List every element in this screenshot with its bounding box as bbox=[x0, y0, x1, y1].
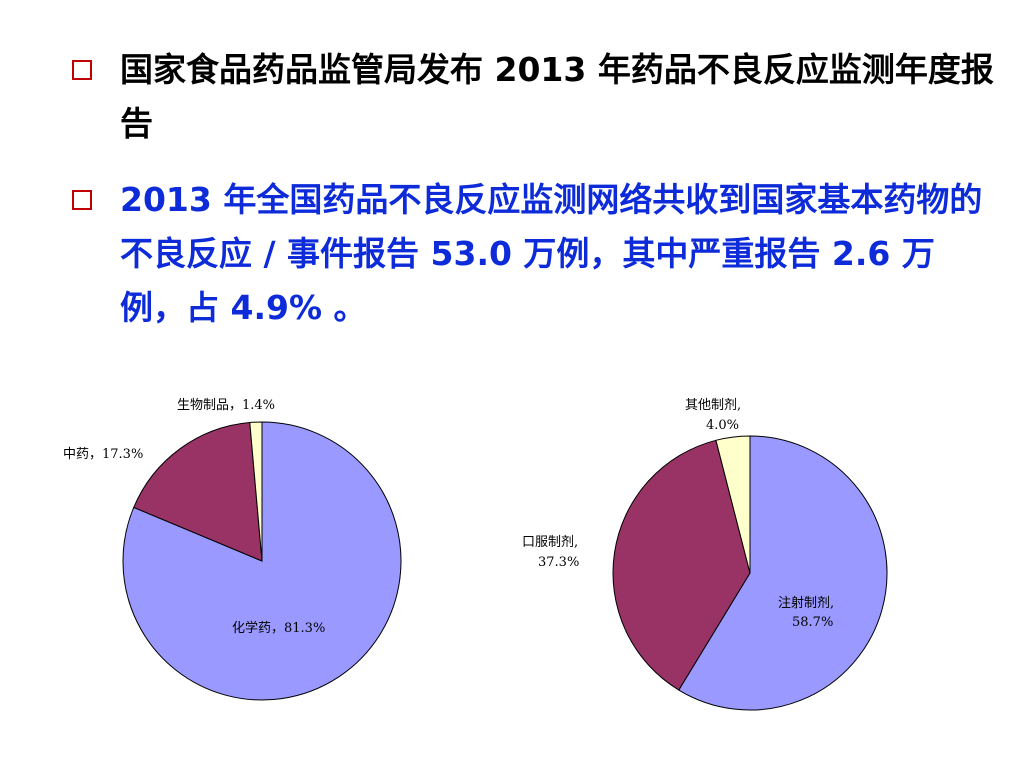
pie2-label-injection-name: 注射制剂, bbox=[778, 595, 834, 611]
pie2-label-oral-value: 37.3% bbox=[538, 555, 579, 570]
bullet-text-2: 2013 年全国药品不良反应监测网络共收到国家基本药物的不良反应 / 事件报告 … bbox=[120, 180, 983, 327]
bullet-text-1: 国家食品药品监管局发布 2013 年药品不良反应监测年度报告 bbox=[120, 50, 994, 143]
pie2-label-other-value: 4.0% bbox=[706, 418, 739, 433]
pie1-slice-biological bbox=[249, 421, 263, 562]
pie2-slice-other bbox=[715, 435, 751, 574]
pie1-slice-tcm bbox=[133, 421, 263, 562]
pie1-label-biological: 生物制品，1.4% bbox=[177, 398, 275, 413]
pie1-label-chemical: 化学药，81.3% bbox=[232, 620, 325, 636]
pie2-slice-injection bbox=[678, 435, 888, 711]
pie-chart-drug-category: 化学药，81.3% 中药，17.3% 生物制品，1.4% bbox=[63, 398, 402, 701]
pie2-label-oral-name: 口服制剂, bbox=[522, 535, 578, 550]
bullet-square-icon bbox=[72, 190, 92, 210]
pie1-label-tcm: 中药，17.3% bbox=[63, 447, 143, 462]
bullet-square-icon bbox=[72, 60, 92, 80]
pie2-slice-oral bbox=[612, 439, 751, 691]
pie2-label-other-name: 其他制剂, bbox=[685, 398, 741, 413]
pie-chart-dosage-form: 注射制剂, 58.7% 口服制剂, 37.3% 其他制剂, 4.0% bbox=[522, 398, 888, 711]
pie2-label-injection-value: 58.7% bbox=[792, 615, 833, 630]
